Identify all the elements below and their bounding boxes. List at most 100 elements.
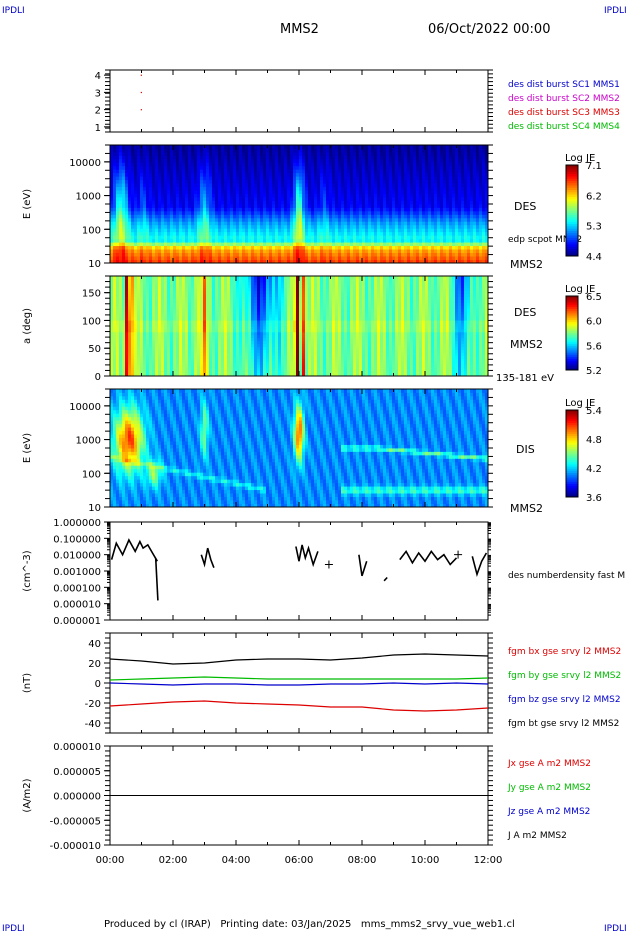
heatmap-cell bbox=[161, 190, 165, 194]
heatmap-cell bbox=[158, 249, 162, 253]
heatmap-cell bbox=[113, 145, 117, 149]
heatmap-cell bbox=[110, 249, 114, 253]
heatmap-cell bbox=[374, 210, 378, 215]
heatmap-cell bbox=[227, 228, 231, 233]
heatmap-cell bbox=[368, 252, 372, 257]
heatmap-cell bbox=[305, 158, 309, 163]
heatmap-cell bbox=[200, 221, 204, 226]
heatmap-cell bbox=[116, 367, 120, 371]
heatmap-cell bbox=[119, 320, 123, 324]
heatmap-cell bbox=[221, 179, 225, 184]
heatmap-cell bbox=[464, 148, 468, 153]
heatmap-cell bbox=[140, 328, 144, 333]
heatmap-cell bbox=[386, 259, 390, 264]
heatmap-cell bbox=[452, 197, 456, 201]
heatmap-cell bbox=[482, 155, 486, 160]
heatmap-cell bbox=[122, 299, 126, 303]
heatmap-cell bbox=[140, 317, 144, 321]
heatmap-cell bbox=[170, 176, 174, 181]
heatmap-cell bbox=[482, 176, 486, 181]
heatmap-cell bbox=[233, 183, 237, 188]
heatmap-cell bbox=[173, 172, 177, 177]
heatmap-cell bbox=[314, 207, 318, 212]
heatmap-cell bbox=[152, 158, 156, 163]
heatmap-cell bbox=[293, 249, 297, 253]
heatmap-cell bbox=[224, 172, 228, 177]
heatmap-cell bbox=[335, 214, 339, 219]
heatmap-cell bbox=[449, 158, 453, 163]
heatmap-cell bbox=[230, 252, 234, 257]
heatmap-cell bbox=[335, 221, 339, 226]
heatmap-cell bbox=[230, 242, 234, 247]
heatmap-cell bbox=[236, 183, 240, 188]
heatmap-cell bbox=[317, 259, 321, 264]
heatmap-cell bbox=[371, 183, 375, 188]
heatmap-cell bbox=[113, 361, 117, 365]
heatmap-cell bbox=[272, 235, 276, 240]
heatmap-cell bbox=[341, 217, 345, 222]
heatmap-cell bbox=[113, 326, 117, 330]
heatmap-cell bbox=[140, 214, 144, 219]
heatmap-cell bbox=[359, 242, 363, 247]
heatmap-cell bbox=[236, 151, 240, 156]
heatmap-cell bbox=[395, 169, 399, 174]
heatmap-cell bbox=[431, 190, 435, 194]
heatmap-cell bbox=[170, 151, 174, 156]
heatmap-cell bbox=[482, 183, 486, 188]
heatmap-cell bbox=[416, 228, 420, 233]
heatmap-cell bbox=[122, 224, 126, 229]
heatmap-cell bbox=[131, 238, 135, 243]
heatmap-cell bbox=[371, 204, 375, 208]
heatmap-cell bbox=[113, 334, 117, 339]
heatmap-cell bbox=[323, 221, 327, 226]
heatmap-cell bbox=[287, 169, 291, 174]
heatmap-cell bbox=[284, 238, 288, 243]
heatmap-cell bbox=[434, 165, 438, 170]
heatmap-cell bbox=[173, 242, 177, 247]
heatmap-cell bbox=[113, 293, 117, 297]
heatmap-cell bbox=[443, 231, 447, 236]
heatmap-cell bbox=[428, 214, 432, 219]
heatmap-cell bbox=[365, 210, 369, 215]
heatmap-cell bbox=[482, 165, 486, 170]
heatmap-cell bbox=[158, 224, 162, 229]
heatmap-cell bbox=[242, 186, 246, 191]
heatmap-cell bbox=[218, 256, 222, 260]
heatmap-cell bbox=[332, 249, 336, 253]
heatmap-cell bbox=[197, 190, 201, 194]
heatmap-cell bbox=[398, 179, 402, 184]
heatmap-cell bbox=[296, 210, 300, 215]
heatmap-cell bbox=[428, 148, 432, 153]
heatmap-cell bbox=[173, 249, 177, 253]
heatmap-cell bbox=[269, 256, 273, 260]
heatmap-cell bbox=[359, 210, 363, 215]
heatmap-cell bbox=[110, 334, 114, 339]
heatmap-cell bbox=[347, 200, 351, 205]
heatmap-cell bbox=[470, 193, 474, 198]
heatmap-cell bbox=[161, 245, 165, 250]
heatmap-cell bbox=[287, 145, 291, 149]
heatmap-cell bbox=[431, 179, 435, 184]
heatmap-cell bbox=[146, 148, 150, 153]
heatmap-cell bbox=[191, 231, 195, 236]
heatmap-cell bbox=[308, 151, 312, 156]
heatmap-cell bbox=[134, 281, 138, 286]
heatmap-cell bbox=[125, 148, 129, 153]
heatmap-cell bbox=[191, 145, 195, 149]
heatmap-cell bbox=[257, 155, 261, 160]
heatmap-cell bbox=[140, 204, 144, 208]
heatmap-cell bbox=[215, 162, 219, 167]
heatmap-cell bbox=[128, 259, 132, 264]
heatmap-cell bbox=[473, 204, 477, 208]
heatmap-cell bbox=[197, 238, 201, 243]
heatmap-cell bbox=[278, 256, 282, 260]
heatmap-cell bbox=[302, 155, 306, 160]
heatmap-cell bbox=[386, 231, 390, 236]
heatmap-cell bbox=[227, 259, 231, 264]
heatmap-cell bbox=[122, 293, 126, 297]
heatmap-cell bbox=[206, 204, 210, 208]
heatmap-cell bbox=[326, 221, 330, 226]
heatmap-cell bbox=[392, 193, 396, 198]
heatmap-cell bbox=[224, 259, 228, 264]
heatmap-cell bbox=[356, 148, 360, 153]
